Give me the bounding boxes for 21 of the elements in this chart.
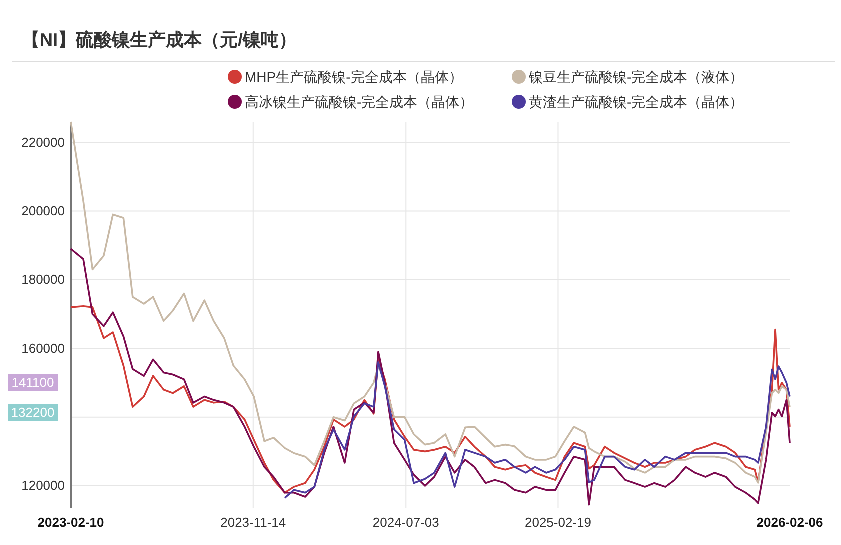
y-tick-label: 200000 (22, 203, 65, 218)
legend-label: MHP生产硫酸镍-完全成本（晶体） (245, 69, 463, 85)
line-series (284, 361, 791, 499)
x-tick-label: 2024-07-03 (372, 515, 440, 530)
line-series (70, 121, 791, 484)
y-tick-label: 120000 (22, 478, 65, 494)
legend-label: 高冰镍生产硫酸镍-完全成本（晶体） (245, 94, 474, 110)
x-tick-label: 2026-02-06 (756, 515, 824, 530)
legend-label: 黄渣生产硫酸镍-完全成本（晶体） (529, 94, 744, 110)
line-series (70, 248, 791, 506)
line-series (70, 306, 791, 494)
chart-title: 【NI】硫酸镍生产成本（元/镍吨） (22, 30, 298, 50)
y-tick-label: 220000 (22, 134, 65, 150)
x-tick-label: 2023-02-10 (38, 515, 104, 530)
y-tick-label: 180000 (22, 272, 65, 288)
text: 141100 (12, 375, 54, 390)
x-tick-label: 2025-02-19 (524, 515, 592, 530)
x-tick-label: 2023-11-14 (220, 515, 286, 530)
text: 132200 (11, 405, 55, 420)
y-tick-label: 160000 (22, 340, 65, 356)
legend-label: 镍豆生产硫酸镍-完全成本（液体） (528, 69, 744, 85)
